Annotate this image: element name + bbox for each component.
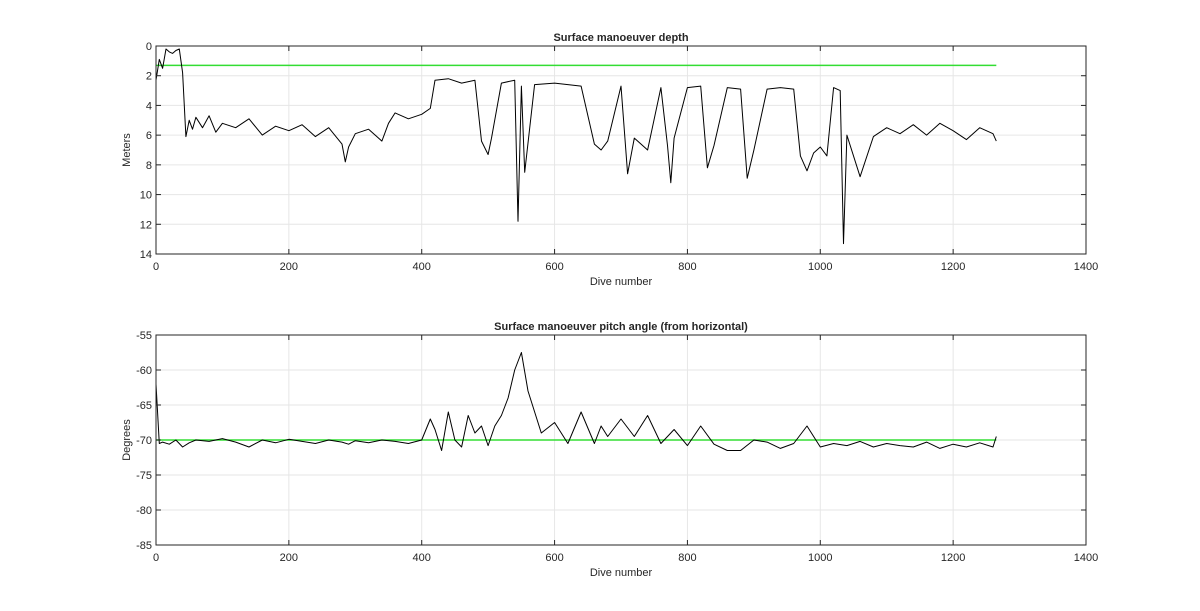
y-tick-label: 12 — [140, 219, 152, 231]
y-tick-label: -75 — [136, 470, 152, 482]
y-tick-label: -85 — [136, 540, 152, 552]
y-tick-label: -65 — [136, 400, 152, 412]
x-tick-label: 1200 — [941, 261, 965, 273]
x-tick-label: 400 — [413, 261, 431, 273]
x-tick-label: 600 — [545, 261, 563, 273]
y-tick-label: 6 — [146, 130, 152, 142]
x-tick-label: 1200 — [941, 552, 965, 564]
x-tick-label: 1000 — [808, 552, 832, 564]
x-tick-label: 200 — [280, 552, 298, 564]
y-tick-label: -80 — [136, 505, 152, 517]
x-tick-label: 0 — [153, 552, 159, 564]
y-tick-label: 2 — [146, 71, 152, 83]
chart-title: Surface manoeuver depth — [553, 32, 688, 44]
depth-chart: 0 200 400 600 800 1000 1200 1400 0 2 4 6 8 10 12 14 Surf… — [121, 32, 1098, 288]
y-tick-label: 4 — [146, 100, 152, 112]
plot-area — [156, 46, 1086, 254]
x-tick-label: 600 — [545, 552, 563, 564]
y-tick-label: 14 — [140, 249, 152, 261]
y-tick-label: 0 — [146, 41, 152, 53]
y-axis-label: Meters — [121, 133, 133, 167]
x-tick-label: 800 — [678, 552, 696, 564]
x-axis-label: Dive number — [590, 567, 653, 579]
y-axis-label: Degrees — [121, 419, 133, 461]
pitch-angle-chart: 0 200 400 600 800 1000 1200 1400 -55 -60 -65 -70 -75… — [121, 321, 1098, 579]
x-tick-label: 0 — [153, 261, 159, 273]
x-tick-label: 1400 — [1074, 552, 1098, 564]
y-tick-label: 8 — [146, 160, 152, 172]
x-tick-label: 1400 — [1074, 261, 1098, 273]
chart-title: Surface manoeuver pitch angle (from hori… — [494, 321, 748, 333]
y-tick-label: -60 — [136, 365, 152, 377]
series-line — [155, 48, 997, 245]
y-tick-label: 10 — [140, 190, 152, 202]
axes-frame — [155, 45, 1087, 255]
x-axis-label: Dive number — [590, 276, 653, 288]
x-tick-label: 1000 — [808, 261, 832, 273]
y-tick-label: -70 — [136, 435, 152, 447]
series-line — [155, 352, 997, 451]
x-tick-label: 800 — [678, 261, 696, 273]
x-tick-label: 200 — [280, 261, 298, 273]
x-tick-label: 400 — [413, 552, 431, 564]
y-tick-label: -55 — [136, 330, 152, 342]
